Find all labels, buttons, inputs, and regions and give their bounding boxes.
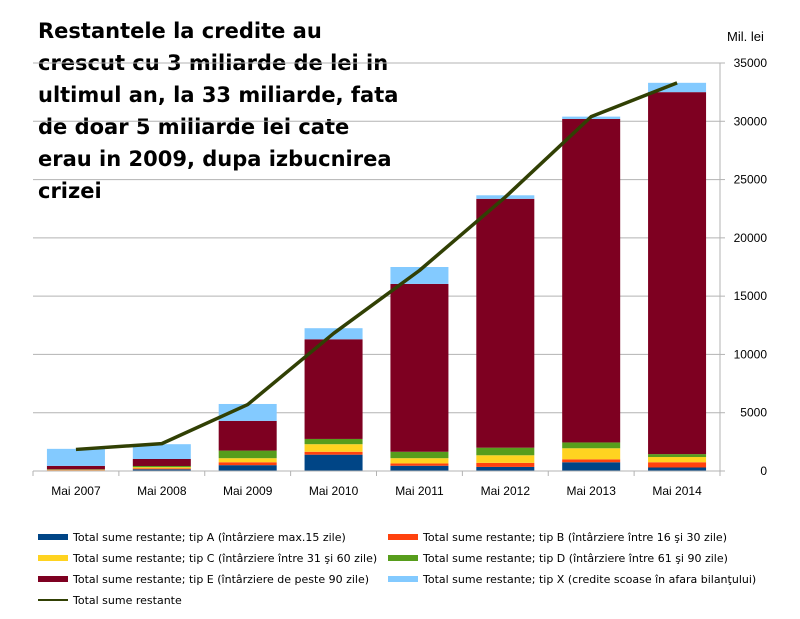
bar-segment-b xyxy=(390,463,449,466)
bar-segment-b xyxy=(132,468,191,470)
legend-label: Total sume restante; tip E (întârziere d… xyxy=(73,572,370,586)
bars xyxy=(46,82,707,471)
chart-title-line: de doar 5 miliarde lei cate xyxy=(38,115,349,139)
bar-segment-a xyxy=(304,454,363,471)
x-tick-label: Mai 2010 xyxy=(309,484,359,498)
bar-segment-c xyxy=(390,458,449,464)
legend-label: Total sume restante; tip D (întârziere î… xyxy=(423,551,728,565)
bar-segment-c xyxy=(562,448,621,460)
bar-segment-a xyxy=(648,467,707,471)
legend-item: Total sume restante; tip E (întârziere d… xyxy=(38,571,369,587)
legend-swatch xyxy=(388,555,418,561)
bar-segment-x xyxy=(648,82,707,93)
bar-segment-c xyxy=(218,458,277,463)
chart-title-line: ultimul an, la 33 miliarde, fata xyxy=(38,83,398,107)
x-tick-label: Mai 2008 xyxy=(137,484,187,498)
legend-swatch xyxy=(38,555,68,561)
unit-label: Mil. lei xyxy=(727,29,764,44)
legend-swatch xyxy=(38,534,68,540)
bar-segment-d xyxy=(476,447,535,456)
bar-segment-x xyxy=(46,448,105,466)
x-tick-label: Mai 2011 xyxy=(395,484,444,498)
legend-swatch xyxy=(38,599,68,601)
bar-segment-e xyxy=(132,458,191,466)
chart-title-line: crizei xyxy=(38,179,102,203)
bar-segment-d xyxy=(304,438,363,445)
y-tick-label: 20000 xyxy=(734,231,768,245)
bar-segment-d xyxy=(132,465,191,468)
bar-segment-d xyxy=(218,450,277,459)
y-tick-label: 5000 xyxy=(740,406,767,420)
y-tick-labels: 0 5000 10000 15000 20000 25000 30000 35000 xyxy=(734,56,768,478)
total-line xyxy=(75,81,678,452)
bar-segment-d xyxy=(562,442,621,449)
legend-item: Total sume restante; tip D (întârziere î… xyxy=(388,550,728,566)
bar-segment-c xyxy=(648,457,707,463)
legend-item: Total sume restante; tip B (întârziere î… xyxy=(388,529,727,545)
legend-item: Total sume restante xyxy=(38,592,182,608)
bar-segment-e xyxy=(648,92,707,455)
y-tick-label: 35000 xyxy=(734,56,768,70)
bar-segment-e xyxy=(46,465,105,470)
x-tick-label: Mai 2007 xyxy=(51,484,101,498)
bar-segment-d xyxy=(390,451,449,459)
bar-segment-a xyxy=(562,462,621,471)
bar-segment-e xyxy=(304,339,363,439)
legend-swatch xyxy=(38,576,68,582)
bar-segment-x xyxy=(218,403,277,421)
x-tick-labels: Mai 2007 Mai 2008 Mai 2009 Mai 2010 Mai 2011… xyxy=(51,484,702,498)
legend-label: Total sume restante; tip A (întârziere m… xyxy=(73,530,346,544)
x-tick-label: Mai 2012 xyxy=(481,484,531,498)
chart-title-line: erau in 2009, dupa izbucnirea xyxy=(38,147,392,171)
legend-label: Total sume restante; tip X (credite scoa… xyxy=(423,572,757,586)
bar-segment-b xyxy=(218,462,277,466)
legend-label: Total sume restante; tip B (întârziere î… xyxy=(423,530,727,544)
bar-segment-d xyxy=(648,454,707,458)
bar-segment-b xyxy=(562,459,621,463)
legend-label: Total sume restante; tip C (întârziere î… xyxy=(73,551,378,565)
legend-swatch xyxy=(388,534,418,540)
legend-label: Total sume restante xyxy=(73,593,182,607)
legend-item: Total sume restante; tip C (întârziere î… xyxy=(38,550,377,566)
y-tick-label: 25000 xyxy=(734,173,768,187)
y-tick-label: 10000 xyxy=(734,347,768,361)
chart-title-line: Restantele la credite au xyxy=(38,19,322,43)
bar-segment-a xyxy=(476,466,535,471)
legend-swatch xyxy=(388,576,418,582)
bar-segment-e xyxy=(390,283,449,452)
bar-segment-b xyxy=(476,462,535,467)
axes xyxy=(32,63,721,476)
bar-segment-x xyxy=(132,444,191,459)
bar-segment-b xyxy=(304,451,363,455)
bar-segment-c xyxy=(132,467,191,469)
bar-segment-a xyxy=(218,465,277,471)
bar-segment-a xyxy=(390,465,449,471)
bar-segment-e xyxy=(218,420,277,451)
y-tick-label: 30000 xyxy=(734,114,768,128)
bar-segment-b xyxy=(648,462,707,468)
x-tick-label: Mai 2013 xyxy=(567,484,617,498)
bar-segment-c xyxy=(476,455,535,463)
y-tick-label: 0 xyxy=(760,464,767,478)
x-tick-label: Mai 2014 xyxy=(652,484,702,498)
y-tick-label: 15000 xyxy=(734,289,768,303)
x-tick-label: Mai 2009 xyxy=(223,484,273,498)
bar-segment-c xyxy=(304,444,363,452)
bar-segment-e xyxy=(476,198,535,448)
total-line-path xyxy=(75,81,678,452)
bar-segment-a xyxy=(132,469,191,471)
legend-item: Total sume restante; tip A (întârziere m… xyxy=(38,529,346,545)
bar-segment-e xyxy=(562,118,621,443)
legend: Total sume restante; tip A (întârziere m… xyxy=(38,529,788,613)
legend-item: Total sume restante; tip X (credite scoa… xyxy=(388,571,756,587)
